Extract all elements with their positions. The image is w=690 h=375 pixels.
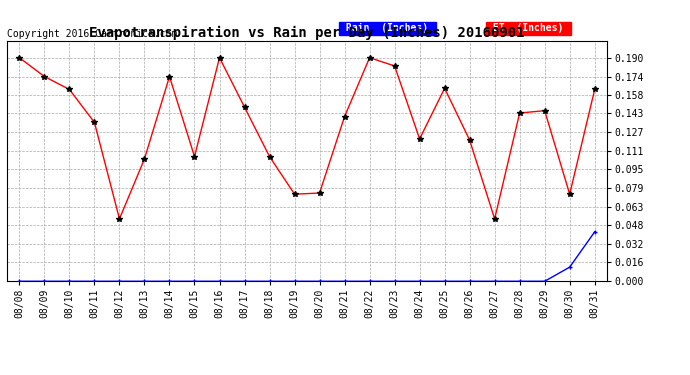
Text: Copyright 2016 Cartronics.com: Copyright 2016 Cartronics.com bbox=[7, 29, 177, 39]
Text: ET  (Inches): ET (Inches) bbox=[487, 23, 569, 33]
Text: Rain  (Inches): Rain (Inches) bbox=[340, 23, 434, 33]
Title: Evapotranspiration vs Rain per Day (Inches) 20160901: Evapotranspiration vs Rain per Day (Inch… bbox=[89, 26, 525, 40]
